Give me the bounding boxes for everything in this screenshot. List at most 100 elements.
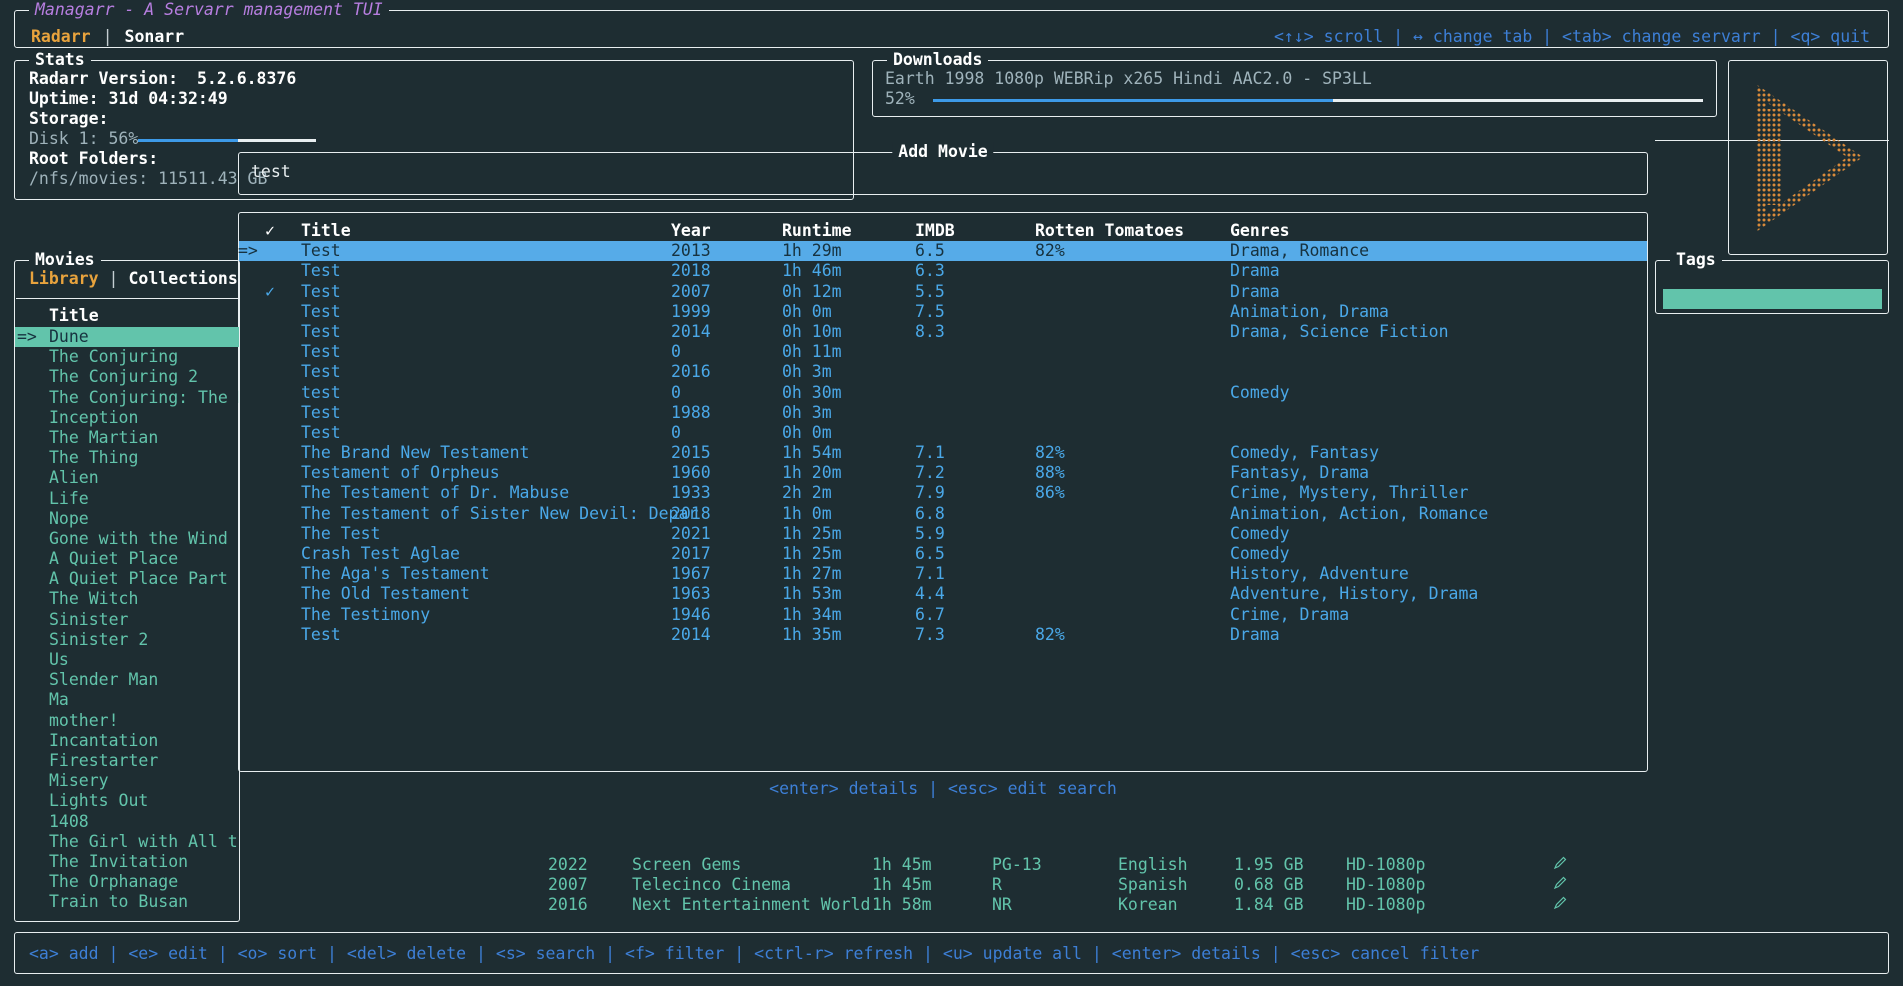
list-item[interactable]: Ma (15, 690, 239, 710)
tag-highlight-bar[interactable] (1663, 289, 1882, 309)
cell-year: 2016 (671, 362, 711, 382)
list-item[interactable]: A Quiet Place (15, 549, 239, 569)
list-item[interactable]: The Girl with All the (15, 832, 239, 852)
cell-title: Test (301, 301, 341, 321)
list-item[interactable]: The Invitation (15, 852, 239, 872)
table-row[interactable]: The Aga's Testament 1967 1h 27m 7.1 History,… (239, 564, 1647, 584)
table-row[interactable]: test 0 0h 30m Comedy (239, 383, 1647, 403)
column-header-genres[interactable]: Genres (1230, 221, 1290, 240)
list-item[interactable]: A Quiet Place Part II (15, 569, 239, 589)
servarr-tab-bar[interactable]: Radarr | Sonarr (31, 27, 184, 47)
movies-panel[interactable]: Movies Library | Collections Title => Dune T… (14, 250, 240, 922)
table-row[interactable]: The Testimony 1946 1h 34m 6.7 Crime, Drama (239, 605, 1647, 625)
cell-genres: Comedy (1230, 382, 1290, 402)
tab-library[interactable]: Library (29, 269, 99, 288)
list-item[interactable]: Misery (15, 771, 239, 791)
table-row[interactable]: 2022 Screen Gems 1h 45m PG-13 English 1.95 GB… (0, 855, 1903, 875)
cell-year: 2016 (548, 895, 588, 915)
table-row[interactable]: Test 0 0h 0m (239, 423, 1647, 443)
tab-radarr[interactable]: Radarr (31, 27, 91, 46)
table-row[interactable]: ✓ Test 2007 0h 12m 5.5 Drama (239, 282, 1647, 302)
column-header-imdb[interactable]: IMDB (915, 221, 955, 240)
cell-imdb: 7.3 (915, 624, 945, 644)
cell-title: Test (301, 281, 341, 301)
list-item[interactable]: Life (15, 489, 239, 509)
cell-runtime: 1h 34m (782, 604, 842, 624)
table-row[interactable]: Testament of Orpheus 1960 1h 20m 7.2 88% Fant… (239, 463, 1647, 483)
column-header-title[interactable]: Title (301, 221, 351, 240)
list-item[interactable]: Train to Busan (15, 892, 239, 912)
list-item[interactable]: 1408 (15, 812, 239, 832)
movies-list[interactable]: => Dune The Conjuring The Conjuring 2 The Co… (15, 327, 239, 912)
column-header-runtime[interactable]: Runtime (782, 221, 852, 240)
table-row[interactable]: The Testament of Sister New Devil: Depar… (239, 504, 1647, 524)
list-item[interactable]: The Conjuring 2 (15, 367, 239, 387)
list-item[interactable]: The Martian (15, 428, 239, 448)
cell-certification: PG-13 (992, 855, 1042, 874)
list-item[interactable]: The Conjuring: The De (15, 388, 239, 408)
search-results-table[interactable]: ✓ Title Year Runtime IMDB Rotten Tomatoe… (238, 221, 1647, 645)
list-item[interactable]: Nope (15, 509, 239, 529)
list-item[interactable]: The Thing (15, 448, 239, 468)
list-item[interactable]: Sinister (15, 610, 239, 630)
table-row[interactable]: 2007 Telecinco Cinema 1h 45m R Spanish 0.68 G… (0, 875, 1903, 895)
cell-language: Spanish (1118, 875, 1188, 895)
list-item[interactable]: The Orphanage (15, 872, 239, 892)
table-row[interactable]: The Testament of Dr. Mabuse 1933 2h 2m 7.9 8… (239, 483, 1647, 503)
table-row[interactable]: Crash Test Aglae 2017 1h 25m 6.5 Comedy (239, 544, 1647, 564)
list-item[interactable]: Firestarter (15, 751, 239, 771)
table-row[interactable]: Test 2018 1h 46m 6.3 Drama (239, 261, 1647, 281)
table-row[interactable]: 2016 Next Entertainment World 1h 58m NR Kore… (0, 895, 1903, 915)
list-item[interactable]: Inception (15, 408, 239, 428)
table-row[interactable]: Test 1988 0h 3m (239, 403, 1647, 423)
cell-year: 2018 (671, 261, 711, 281)
search-results-panel[interactable]: ✓ Title Year Runtime IMDB Rotten Tomatoe… (238, 212, 1648, 772)
list-item[interactable]: Lights Out (15, 791, 239, 811)
list-item[interactable]: Slender Man (15, 670, 239, 690)
cell-year: 2017 (671, 544, 711, 563)
cell-runtime: 1h 35m (782, 624, 842, 644)
cell-certification: NR (992, 895, 1012, 915)
table-row[interactable]: Test 2014 1h 35m 7.3 82% Drama (239, 625, 1647, 645)
list-item[interactable]: Sinister 2 (15, 630, 239, 650)
movies-tab-bar[interactable]: Library | Collections (29, 269, 238, 289)
uptime-row: Uptime: 31d 04:32:49 (29, 89, 228, 108)
cell-title: test (301, 382, 341, 402)
table-row[interactable]: => Test 2013 1h 29m 6.5 82% Drama, Romance (238, 241, 1647, 262)
cell-imdb: 7.9 (915, 483, 945, 503)
table-row[interactable]: Test 0 0h 11m (239, 342, 1647, 362)
table-row[interactable]: The Brand New Testament 2015 1h 54m 7.1 82% C… (239, 443, 1647, 463)
search-input[interactable]: test (251, 162, 291, 181)
tab-sonarr[interactable]: Sonarr (124, 27, 185, 46)
tags-panel: Tags (1655, 250, 1889, 314)
pencil-icon[interactable] (1552, 895, 1568, 916)
pencil-icon[interactable] (1552, 855, 1568, 876)
list-item[interactable]: Incantation (15, 731, 239, 751)
cell-language: English (1118, 855, 1188, 874)
table-row[interactable]: Test 2016 0h 3m (239, 362, 1647, 382)
column-header-year[interactable]: Year (671, 221, 711, 240)
list-item[interactable]: mother! (15, 711, 239, 731)
cell-runtime: 1h 20m (782, 463, 842, 483)
list-item-label: Sinister 2 (49, 629, 149, 649)
list-item[interactable]: The Witch (15, 589, 239, 609)
add-movie-search-box[interactable]: Add Movie test (238, 142, 1648, 195)
tab-collections[interactable]: Collections (128, 269, 238, 288)
list-item[interactable]: => Dune (15, 327, 239, 348)
list-item[interactable]: Gone with the Wind (15, 529, 239, 549)
pencil-icon[interactable] (1552, 875, 1568, 896)
list-item-label: Firestarter (49, 750, 159, 770)
movie-detail-rows[interactable]: 2022 Screen Gems 1h 45m PG-13 English 1.95 GB… (0, 855, 1903, 916)
table-row[interactable]: The Test 2021 1h 25m 5.9 Comedy (239, 524, 1647, 544)
movies-title: Movies (29, 250, 101, 271)
table-row[interactable]: Test 1999 0h 0m 7.5 Animation, Drama (239, 302, 1647, 322)
list-item[interactable]: Us (15, 650, 239, 670)
list-item[interactable]: The Conjuring (15, 347, 239, 367)
list-item-label: Inception (49, 407, 139, 427)
table-row[interactable]: Test 2014 0h 10m 8.3 Drama, Science Fiction (239, 322, 1647, 342)
list-item-label: Incantation (49, 730, 159, 750)
column-header-rotten-tomatoes[interactable]: Rotten Tomatoes (1035, 221, 1185, 240)
table-row[interactable]: The Old Testament 1963 1h 53m 4.4 Adventure,… (239, 584, 1647, 604)
cell-year: 2014 (671, 321, 711, 341)
list-item[interactable]: Alien (15, 468, 239, 488)
